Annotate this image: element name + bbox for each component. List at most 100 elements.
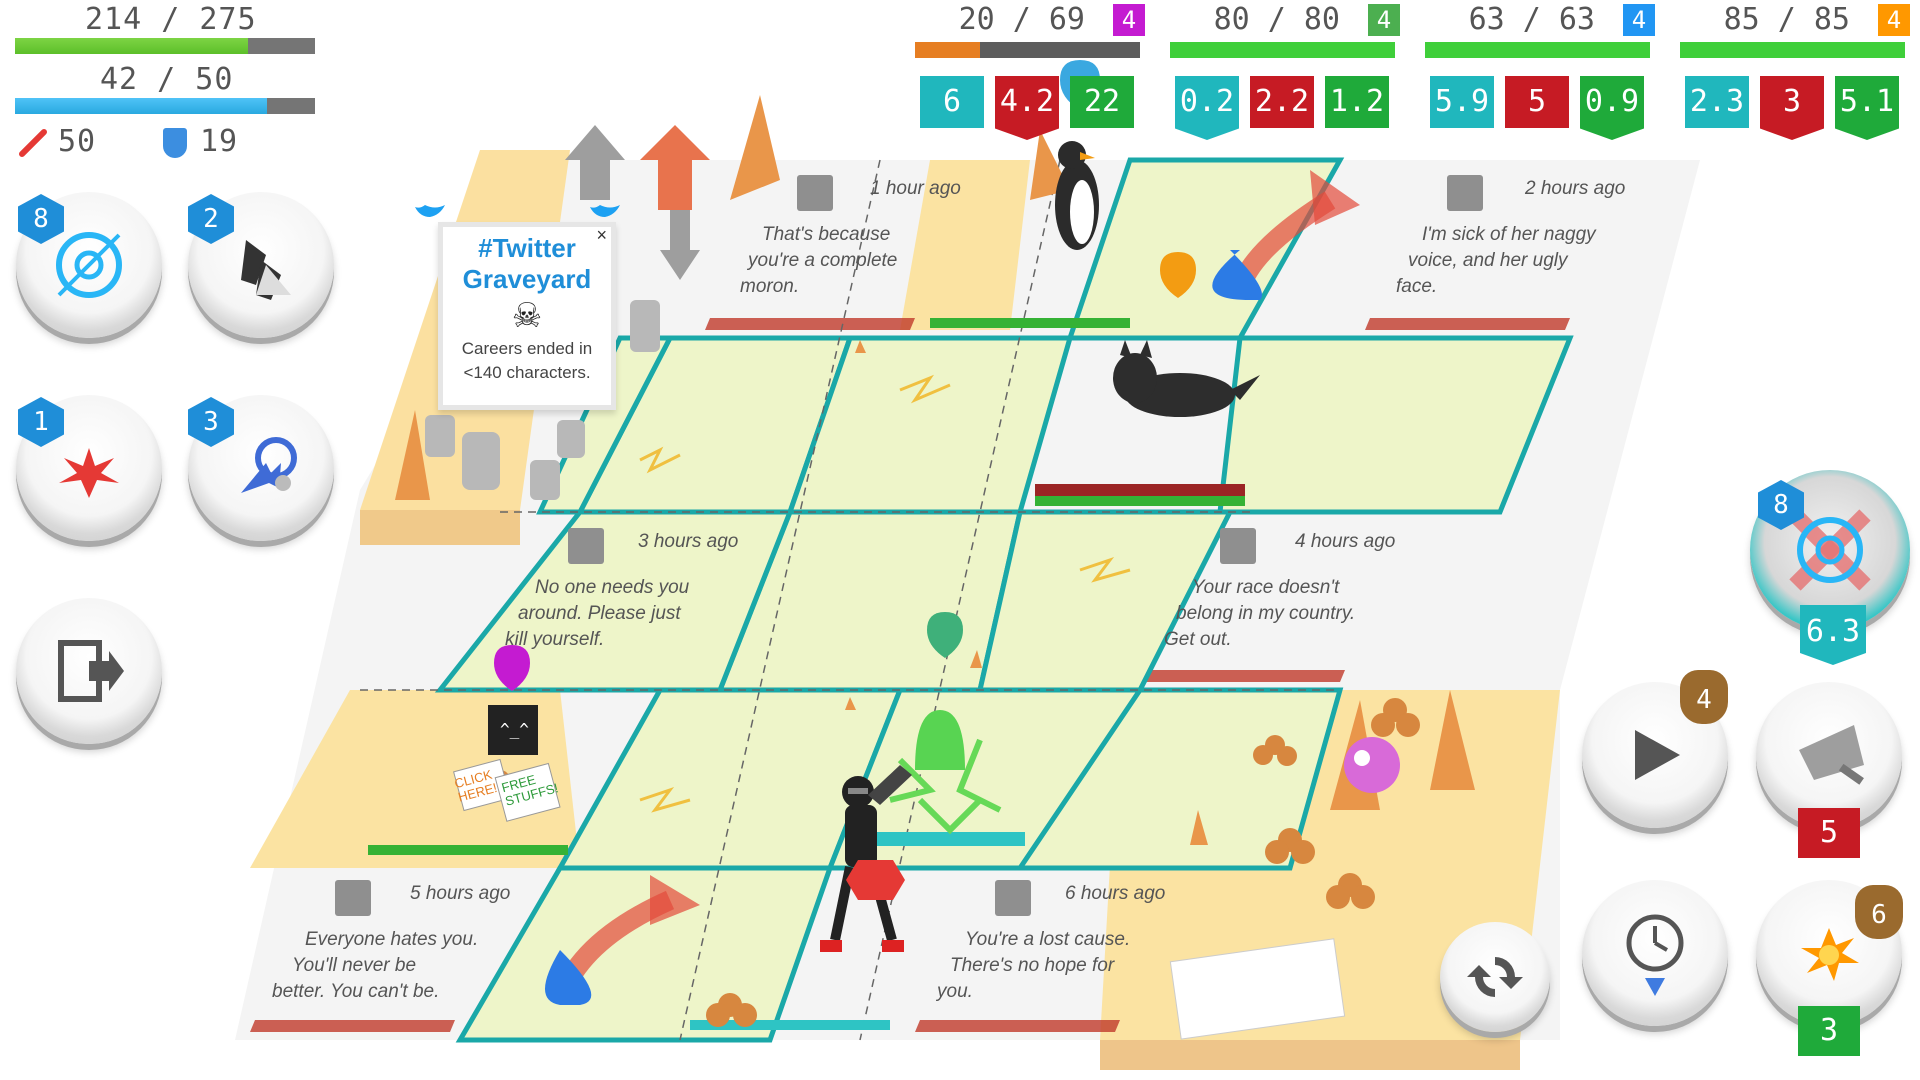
tweet-time: 5 hours ago (410, 883, 511, 904)
tweet-line: I'm sick of her naggy (1422, 224, 1596, 245)
enemy-hp-bar (1425, 42, 1650, 58)
sword-icon (18, 128, 48, 158)
enemy-panel-4[interactable]: 85 / 85 4 2.3 3 5.1 (1680, 0, 1910, 150)
tweet-line: Your race doesn't (1192, 577, 1340, 598)
enemy-stat-attack: 0.2 (1175, 76, 1239, 140)
tweet-text: You're a lost cause. There's no hope for… (935, 927, 1130, 1005)
user-avatar-icon (1220, 528, 1256, 564)
tweet-time: 4 hours ago (1295, 531, 1396, 552)
enemy-level-badge: 4 (1113, 4, 1145, 36)
tweet-line: Everyone hates you. (305, 929, 479, 950)
enemy-hp-bar (1170, 42, 1395, 58)
player-mana-fill (15, 98, 267, 114)
enemy-stat-defense: 3 (1760, 76, 1824, 140)
shield-ability-cost: 5 (1798, 808, 1860, 858)
user-avatar-icon (797, 175, 833, 211)
enemy-stat-speed: 5.1 (1835, 76, 1899, 140)
tweet-text: Your race doesn't belong in my country. … (1160, 575, 1355, 653)
enemy-level-badge: 4 (1878, 4, 1910, 36)
enemy-stat-speed: 0.9 (1580, 76, 1644, 140)
tweet-line: You're a lost cause. (965, 929, 1131, 950)
tweet-line: There's no hope for (950, 955, 1115, 976)
sign-title-2: Graveyard (462, 264, 592, 294)
wolf-enemy (1113, 340, 1260, 417)
enemy-hp-bar (1680, 42, 1905, 58)
tweet-text: I'm sick of her naggy voice, and her ugl… (1390, 222, 1596, 300)
tweet-line: Get out. (1164, 629, 1232, 650)
tile-r1c3 (1217, 335, 1574, 515)
refresh-button[interactable] (1440, 922, 1550, 1032)
exit-button[interactable] (16, 598, 162, 744)
enemy-stat-defense: 2.2 (1250, 76, 1314, 128)
tweet-time: 3 hours ago (638, 531, 739, 552)
clock-down-icon (1626, 914, 1684, 996)
tweet-stack (1169, 938, 1346, 1040)
enemy-hp-bar (915, 42, 1140, 58)
tweet-line: face. (1396, 276, 1438, 297)
shield-ability-button[interactable] (1756, 682, 1902, 828)
tweet-line: voice, and her ugly (1408, 250, 1568, 271)
enemy-stat-attack: 2.3 (1685, 76, 1749, 128)
explode-ability-cost: 3 (1798, 1006, 1860, 1056)
attack-value: 50 (58, 124, 97, 159)
twitter-graveyard-sign[interactable]: × #Twitter Graveyard ☠ Careers ended in … (438, 222, 616, 410)
tweet-line: That's because (762, 224, 891, 245)
tweet-line: you. (937, 981, 973, 1002)
enemy-panel-3[interactable]: 63 / 63 4 5.9 5 0.9 (1425, 0, 1655, 150)
enemy-hp-text: 63 / 63 (1468, 2, 1595, 37)
tweet-line: around. Please just (518, 603, 681, 624)
explode-cost-bag: 6 (1855, 885, 1903, 939)
user-avatar-icon (335, 880, 371, 916)
sign-title-1: #Twitter (478, 233, 576, 263)
tweet-line: you're a complete (748, 250, 898, 271)
enemy-level-badge: 4 (1368, 4, 1400, 36)
enemy-panel-2[interactable]: 80 / 80 4 0.2 2.2 1.2 (1170, 0, 1400, 150)
enemy-stat-speed: 22 (1070, 76, 1134, 128)
player-hp-fill (15, 38, 249, 54)
enemy-stat-speed: 1.2 (1325, 76, 1389, 128)
exit-icon (58, 640, 124, 702)
tweet-text: Everyone hates you. You'll never be bett… (270, 927, 478, 1005)
enemy-hp-fill (1425, 42, 1650, 58)
enemy-hp-text: 20 / 69 (958, 2, 1085, 37)
sign-caption-1: Careers ended in (461, 339, 593, 358)
player-character (820, 765, 912, 952)
slime-enemy (889, 710, 1002, 835)
tweet-line: moron. (740, 276, 800, 297)
tweet-time: 6 hours ago (1065, 883, 1166, 904)
enemy-stat-attack: 5.9 (1430, 76, 1494, 128)
tweet-line: kill yourself. (505, 629, 605, 650)
spam-bot-enemy: ^_^ (453, 705, 561, 822)
refresh-icon (1467, 957, 1523, 997)
user-avatar-icon (568, 528, 604, 564)
enemy-hp-fill (915, 42, 981, 58)
blast-skill-level: 1 (18, 397, 64, 447)
penguin-enemy (1055, 141, 1099, 250)
defense-value: 19 (200, 124, 239, 159)
tile-r0c2 (1066, 157, 1345, 341)
sign-caption-2: <140 characters. (463, 363, 591, 382)
close-icon[interactable]: × (596, 225, 607, 245)
explosion-icon (1801, 928, 1859, 981)
svg-text:^_^: ^_^ (500, 720, 529, 739)
tweet-time: 2 hours ago (1525, 178, 1626, 199)
tile-mid-left (434, 509, 794, 693)
shield-broom-icon (1799, 725, 1864, 785)
enemy-panel-1[interactable]: 20 / 69 4 6 4.2 22 (915, 0, 1145, 150)
play-icon (1635, 730, 1680, 780)
crosshair-x-icon (1789, 509, 1871, 591)
dash-skill-level: 3 (188, 397, 234, 447)
sand-top-middle (900, 160, 1030, 330)
enemy-hp-fill (1170, 42, 1395, 58)
enemy-stat-defense: 5 (1505, 76, 1569, 128)
player-hp-bar (15, 38, 315, 54)
twitter-bird-left (415, 205, 445, 217)
user-avatar-icon (1447, 175, 1483, 211)
wait-button[interactable] (1582, 880, 1728, 1026)
crosshair-icon (56, 232, 122, 298)
boots-icon (241, 240, 291, 300)
enemy-stat-attack: 6 (920, 76, 984, 128)
tweet-line: belong in my country. (1176, 603, 1356, 624)
dash-icon (241, 437, 297, 493)
tweet-time: 1 hour ago (870, 178, 961, 199)
